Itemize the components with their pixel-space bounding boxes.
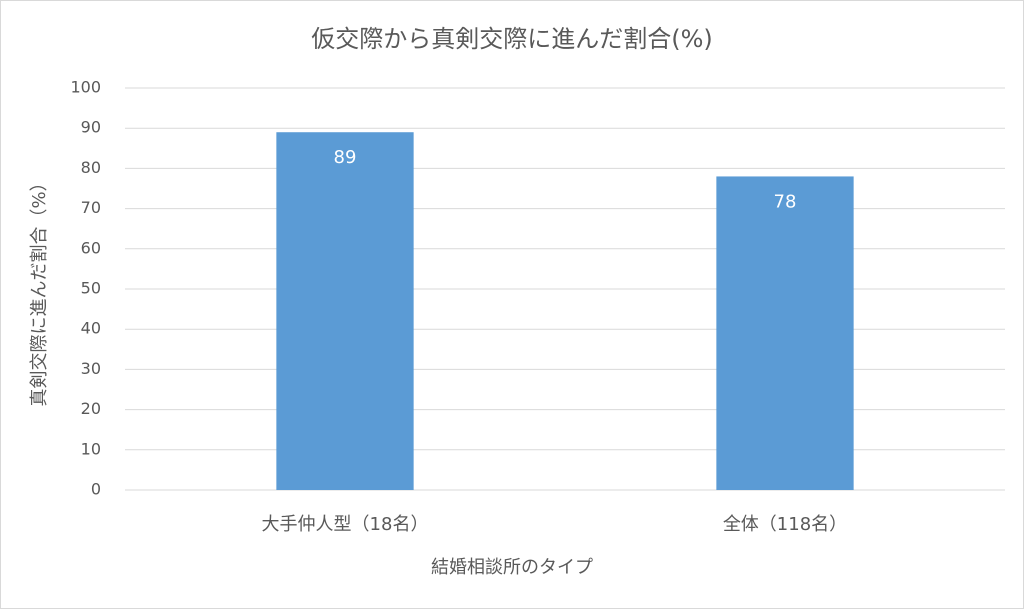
y-tick-label: 60 [81, 238, 101, 257]
data-label: 78 [774, 191, 797, 212]
y-tick-label: 50 [81, 279, 101, 298]
x-tick-label: 全体（118名） [723, 514, 847, 535]
y-tick-label: 20 [81, 399, 101, 418]
y-tick-label: 80 [81, 158, 101, 177]
bar [276, 132, 414, 490]
y-tick-label: 70 [81, 198, 101, 217]
x-tick-label: 大手仲人型（18名） [262, 514, 429, 535]
x-axis-label: 結婚相談所のタイプ [431, 557, 593, 578]
y-tick-label: 40 [81, 319, 101, 338]
y-axis-label: 真剣交際に進んだ割合（%） [29, 173, 50, 406]
bar [716, 176, 854, 490]
data-label: 89 [334, 147, 357, 168]
y-tick-label: 30 [81, 359, 101, 378]
y-tick-label: 0 [91, 480, 101, 499]
y-tick-label: 10 [81, 439, 101, 458]
chart-title: 仮交際から真剣交際に進んだ割合(%) [311, 25, 713, 53]
y-tick-label: 90 [81, 118, 101, 137]
y-tick-label: 100 [70, 78, 101, 97]
